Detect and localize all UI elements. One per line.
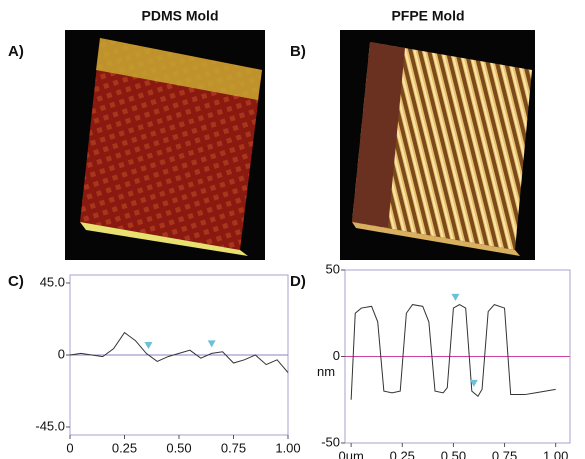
profile-line bbox=[350, 304, 556, 400]
y-tick-label: -50 bbox=[321, 434, 340, 449]
x-tick-label: 0um bbox=[338, 448, 363, 459]
x-tick-label: 1.00 bbox=[275, 440, 300, 455]
cursor-marker bbox=[144, 342, 153, 349]
x-tick-label: 0.50 bbox=[441, 448, 466, 459]
y-tick-label: -45.0 bbox=[35, 418, 65, 433]
cursor-marker bbox=[451, 293, 460, 301]
y-tick-label: 45.0 bbox=[40, 274, 65, 289]
y-axis-label: nm bbox=[317, 364, 335, 379]
cursor-marker bbox=[469, 379, 478, 387]
afm-image-b bbox=[340, 30, 535, 260]
x-tick-label: 0.25 bbox=[112, 440, 137, 455]
panel-label: C) bbox=[8, 273, 24, 290]
panel-label: A) bbox=[8, 43, 24, 60]
x-tick-label: 0 bbox=[66, 440, 73, 455]
profile-line bbox=[69, 331, 289, 373]
panel-label: D) bbox=[290, 273, 306, 290]
x-tick-label: 0.75 bbox=[492, 448, 517, 459]
x-tick-label: 0.75 bbox=[221, 440, 246, 455]
afm-image-a bbox=[65, 30, 265, 260]
x-tick-label: 0.25 bbox=[390, 448, 415, 459]
y-tick-label: 0 bbox=[333, 348, 340, 363]
panel-title: PFPE Mold bbox=[391, 8, 464, 24]
panel-label: B) bbox=[290, 43, 306, 60]
x-tick-label: 0.50 bbox=[166, 440, 191, 455]
panel-title: PDMS Mold bbox=[142, 8, 219, 24]
x-tick-label: 1.00 bbox=[543, 448, 568, 459]
cursor-marker bbox=[207, 340, 216, 348]
y-tick-label: 0 bbox=[58, 346, 65, 361]
y-tick-label: 50 bbox=[326, 261, 340, 276]
